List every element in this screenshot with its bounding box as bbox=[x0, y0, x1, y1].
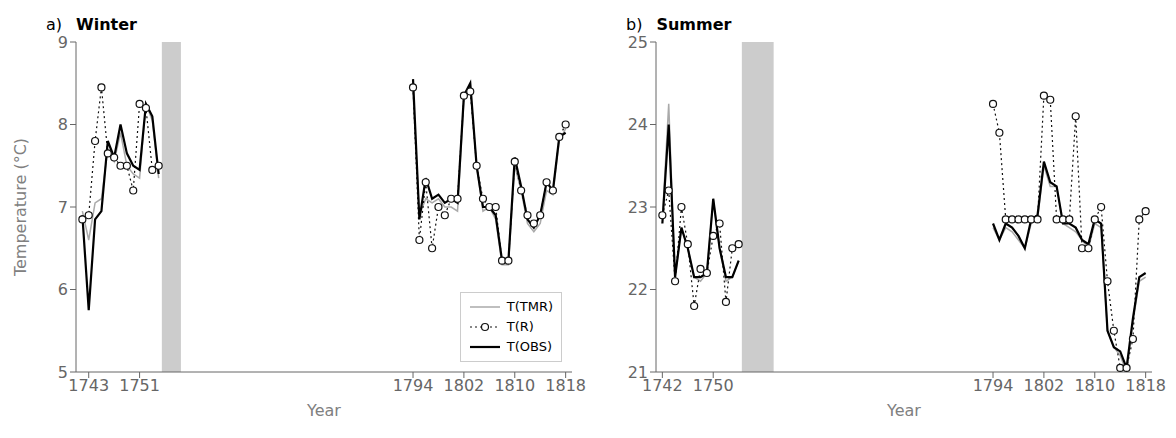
svg-text:1743: 1743 bbox=[68, 376, 109, 395]
svg-text:24: 24 bbox=[628, 115, 648, 134]
svg-text:Year: Year bbox=[886, 401, 921, 420]
svg-text:Temperature (°C): Temperature (°C) bbox=[11, 138, 30, 277]
svg-text:23: 23 bbox=[628, 198, 648, 217]
svg-text:25: 25 bbox=[628, 34, 648, 52]
svg-text:1750: 1750 bbox=[693, 376, 734, 395]
svg-text:6: 6 bbox=[58, 280, 68, 299]
svg-text:1810: 1810 bbox=[1074, 376, 1115, 395]
svg-text:21: 21 bbox=[628, 363, 648, 382]
svg-text:7: 7 bbox=[58, 198, 68, 217]
svg-text:1751: 1751 bbox=[119, 376, 160, 395]
svg-text:8: 8 bbox=[58, 115, 68, 134]
svg-text:1802: 1802 bbox=[444, 376, 485, 395]
html-text:b): b) bbox=[626, 15, 643, 34]
svg-text:22: 22 bbox=[628, 280, 648, 299]
html-text:T(OBS): T(OBS) bbox=[506, 339, 552, 354]
svg-text:Year: Year bbox=[306, 401, 341, 420]
svg-text:9: 9 bbox=[58, 34, 68, 52]
svg-text:1742: 1742 bbox=[642, 376, 683, 395]
html-text:a): a) bbox=[46, 15, 62, 34]
svg-text:1794: 1794 bbox=[973, 376, 1014, 395]
svg-text:1794: 1794 bbox=[393, 376, 434, 395]
svg-text:1818: 1818 bbox=[545, 376, 586, 395]
html-text:T(TMR): T(TMR) bbox=[506, 299, 553, 314]
svg-text:1818: 1818 bbox=[1125, 376, 1166, 395]
html-text:Winter: Winter bbox=[76, 15, 137, 34]
svg-text:1802: 1802 bbox=[1024, 376, 1065, 395]
html-text:Summer: Summer bbox=[656, 15, 732, 34]
svg-text:1810: 1810 bbox=[494, 376, 535, 395]
html-text:T(R): T(R) bbox=[506, 319, 534, 334]
svg-text:5: 5 bbox=[58, 363, 68, 382]
